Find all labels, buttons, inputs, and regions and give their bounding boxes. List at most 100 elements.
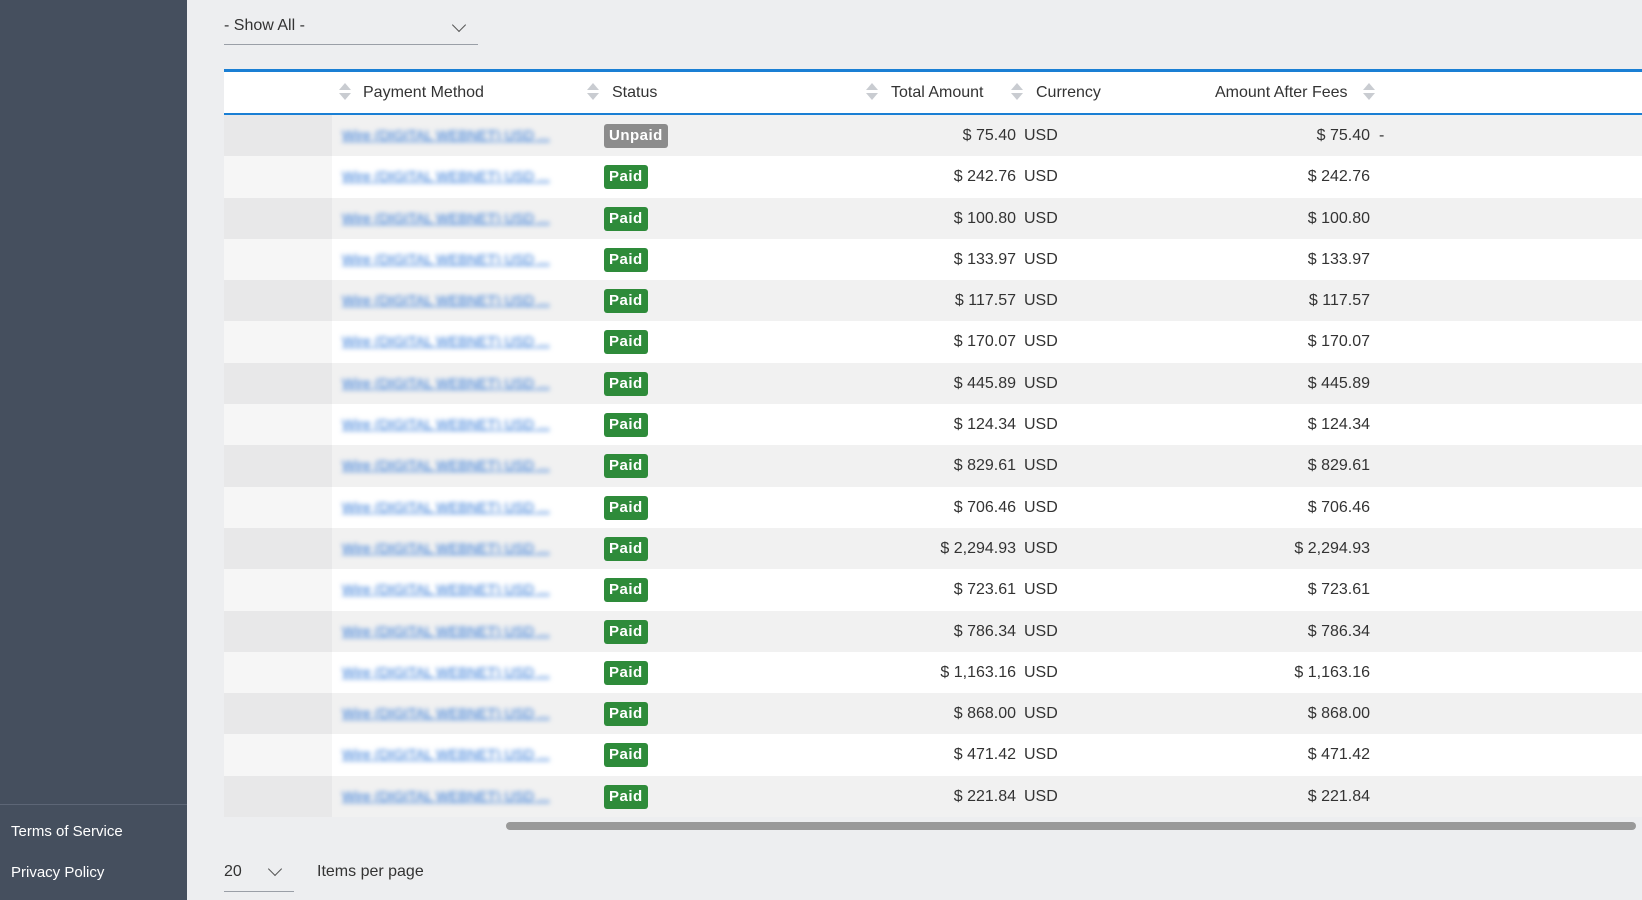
table-header: Payment Method Status Total Amount Curre… — [224, 69, 1642, 115]
privacy-policy-link[interactable]: Privacy Policy — [11, 864, 105, 881]
sort-icon[interactable] — [586, 83, 600, 103]
payment-method-link[interactable]: Wire (DIGITAL WEBNET) USD ... — [342, 292, 550, 309]
sort-icon[interactable] — [865, 83, 879, 103]
currency: USD — [1024, 333, 1058, 351]
table-row: Wire (DIGITAL WEBNET) USD ... Paid $ 124.3… — [224, 404, 1642, 446]
payment-method-link[interactable]: Wire (DIGITAL WEBNET) USD ... — [342, 333, 550, 350]
status-badge: Paid — [604, 619, 648, 644]
table-row: Wire (DIGITAL WEBNET) USD ... Paid $ 100.8… — [224, 197, 1642, 239]
table-row: Wire (DIGITAL WEBNET) USD ... Paid $ 829.6… — [224, 445, 1642, 487]
currency: USD — [1024, 209, 1058, 227]
currency: USD — [1024, 457, 1058, 475]
table-row: Wire (DIGITAL WEBNET) USD ... Paid $ 471.4… — [224, 734, 1642, 776]
row-leading-cell — [224, 404, 332, 446]
payment-method-link[interactable]: Wire (DIGITAL WEBNET) USD ... — [342, 787, 550, 804]
amount-after-fees: $ 706.46 — [1307, 498, 1370, 516]
status-badge: Paid — [604, 536, 648, 561]
total-amount: $ 124.34 — [953, 416, 1016, 434]
currency: USD — [1024, 416, 1058, 434]
amount-after-fees: $ 124.34 — [1307, 416, 1370, 434]
sort-icon[interactable] — [1010, 83, 1024, 103]
table-row: Wire (DIGITAL WEBNET) USD ... Paid $ 445.8… — [224, 362, 1642, 405]
status-badge: Paid — [604, 247, 648, 272]
payment-method-link[interactable]: Wire (DIGITAL WEBNET) USD ... — [342, 663, 550, 680]
currency: USD — [1024, 622, 1058, 640]
table-row: Wire (DIGITAL WEBNET) USD ... Paid $ 170.0… — [224, 321, 1642, 363]
amount-after-fees: $ 133.97 — [1307, 250, 1370, 268]
status-badge: Paid — [604, 206, 648, 231]
table-row: Wire (DIGITAL WEBNET) USD ... Paid $ 1,163… — [224, 651, 1642, 694]
sort-icon[interactable] — [338, 83, 352, 103]
total-amount: $ 706.46 — [953, 498, 1016, 516]
total-amount: $ 445.89 — [953, 374, 1016, 392]
payment-method-link[interactable]: Wire (DIGITAL WEBNET) USD ... — [342, 209, 550, 226]
payment-method-link[interactable]: Wire (DIGITAL WEBNET) USD ... — [342, 498, 550, 515]
status-badge: Paid — [604, 743, 648, 768]
status-badge: Paid — [604, 330, 648, 355]
table-row: Wire (DIGITAL WEBNET) USD ... Paid $ 242.7… — [224, 156, 1642, 198]
sidebar: Terms of Service Privacy Policy — [0, 0, 187, 900]
payment-method-link[interactable]: Wire (DIGITAL WEBNET) USD ... — [342, 127, 550, 143]
total-amount: $ 170.07 — [953, 333, 1016, 351]
amount-after-fees: $ 829.61 — [1307, 457, 1370, 475]
payment-method-link[interactable]: Wire (DIGITAL WEBNET) USD ... — [342, 250, 550, 267]
payment-method-link[interactable]: Wire (DIGITAL WEBNET) USD ... — [342, 539, 550, 556]
currency: USD — [1024, 581, 1058, 599]
extra-cell: - — [1379, 127, 1385, 144]
amount-after-fees: $ 170.07 — [1307, 333, 1370, 351]
column-header-total-amount[interactable]: Total Amount — [891, 84, 984, 101]
payment-method-link[interactable]: Wire (DIGITAL WEBNET) USD ... — [342, 581, 550, 598]
row-leading-cell — [224, 115, 332, 157]
currency: USD — [1024, 705, 1058, 723]
amount-after-fees: $ 117.57 — [1308, 292, 1370, 310]
payment-method-link[interactable]: Wire (DIGITAL WEBNET) USD ... — [342, 374, 550, 391]
currency: USD — [1024, 787, 1058, 805]
total-amount: $ 133.97 — [953, 250, 1016, 268]
row-leading-cell — [224, 238, 332, 281]
row-leading-cell — [224, 610, 332, 652]
payment-method-link[interactable]: Wire (DIGITAL WEBNET) USD ... — [342, 457, 550, 474]
items-per-page-dropdown[interactable]: 20 — [224, 857, 294, 892]
row-leading-cell — [224, 734, 332, 776]
items-per-page-label: Items per page — [317, 863, 424, 880]
payment-method-link[interactable]: Wire (DIGITAL WEBNET) USD ... — [342, 622, 550, 639]
horizontal-scrollbar[interactable] — [506, 822, 1636, 830]
payment-method-link[interactable]: Wire (DIGITAL WEBNET) USD ... — [342, 416, 550, 433]
column-header-status[interactable]: Status — [612, 84, 658, 101]
currency: USD — [1024, 168, 1058, 186]
row-leading-cell — [224, 527, 332, 570]
terms-of-service-link[interactable]: Terms of Service — [11, 823, 123, 840]
table-row: Wire (DIGITAL WEBNET) USD ... Paid $ 786.3… — [224, 610, 1642, 652]
column-header-amount-after-fees[interactable]: Amount After Fees — [1215, 84, 1348, 101]
amount-after-fees: $ 868.00 — [1307, 705, 1370, 723]
payment-method-link[interactable]: Wire (DIGITAL WEBNET) USD ... — [342, 705, 550, 722]
amount-after-fees: $ 221.84 — [1307, 787, 1370, 805]
sort-icon[interactable] — [1362, 83, 1376, 103]
status-filter-dropdown[interactable]: - Show All - — [224, 10, 478, 45]
row-leading-cell — [224, 197, 332, 239]
payment-method-link[interactable]: Wire (DIGITAL WEBNET) USD ... — [342, 746, 550, 763]
amount-after-fees: $ 1,163.16 — [1294, 663, 1370, 681]
filter-value: - Show All - — [224, 17, 305, 34]
table-row: Wire (DIGITAL WEBNET) USD ... Unpaid $ 75.… — [224, 115, 1642, 157]
row-leading-cell — [224, 445, 332, 487]
column-header-payment-method[interactable]: Payment Method — [363, 84, 484, 101]
amount-after-fees: $ 100.80 — [1307, 209, 1370, 227]
table-row: Wire (DIGITAL WEBNET) USD ... Paid $ 706.4… — [224, 486, 1642, 528]
status-badge: Paid — [604, 578, 648, 603]
row-leading-cell — [224, 775, 332, 818]
status-badge: Paid — [604, 371, 648, 396]
items-per-page-value: 20 — [224, 863, 242, 880]
table-row: Wire (DIGITAL WEBNET) USD ... Paid $ 2,294… — [224, 527, 1642, 570]
table-body: Wire (DIGITAL WEBNET) USD ... Unpaid $ 75.… — [224, 115, 1642, 818]
status-badge: Paid — [604, 413, 648, 438]
status-badge: Paid — [604, 660, 648, 685]
table-row: Wire (DIGITAL WEBNET) USD ... Paid $ 117.5… — [224, 280, 1642, 322]
column-header-currency[interactable]: Currency — [1036, 84, 1101, 101]
payment-method-link[interactable]: Wire (DIGITAL WEBNET) USD ... — [342, 168, 550, 185]
total-amount: $ 2,294.93 — [940, 539, 1016, 557]
status-badge: Paid — [604, 454, 648, 479]
status-badge: Paid — [604, 784, 648, 809]
main-content: - Show All - Payment Method Status Total… — [187, 0, 1642, 900]
currency: USD — [1024, 746, 1058, 764]
